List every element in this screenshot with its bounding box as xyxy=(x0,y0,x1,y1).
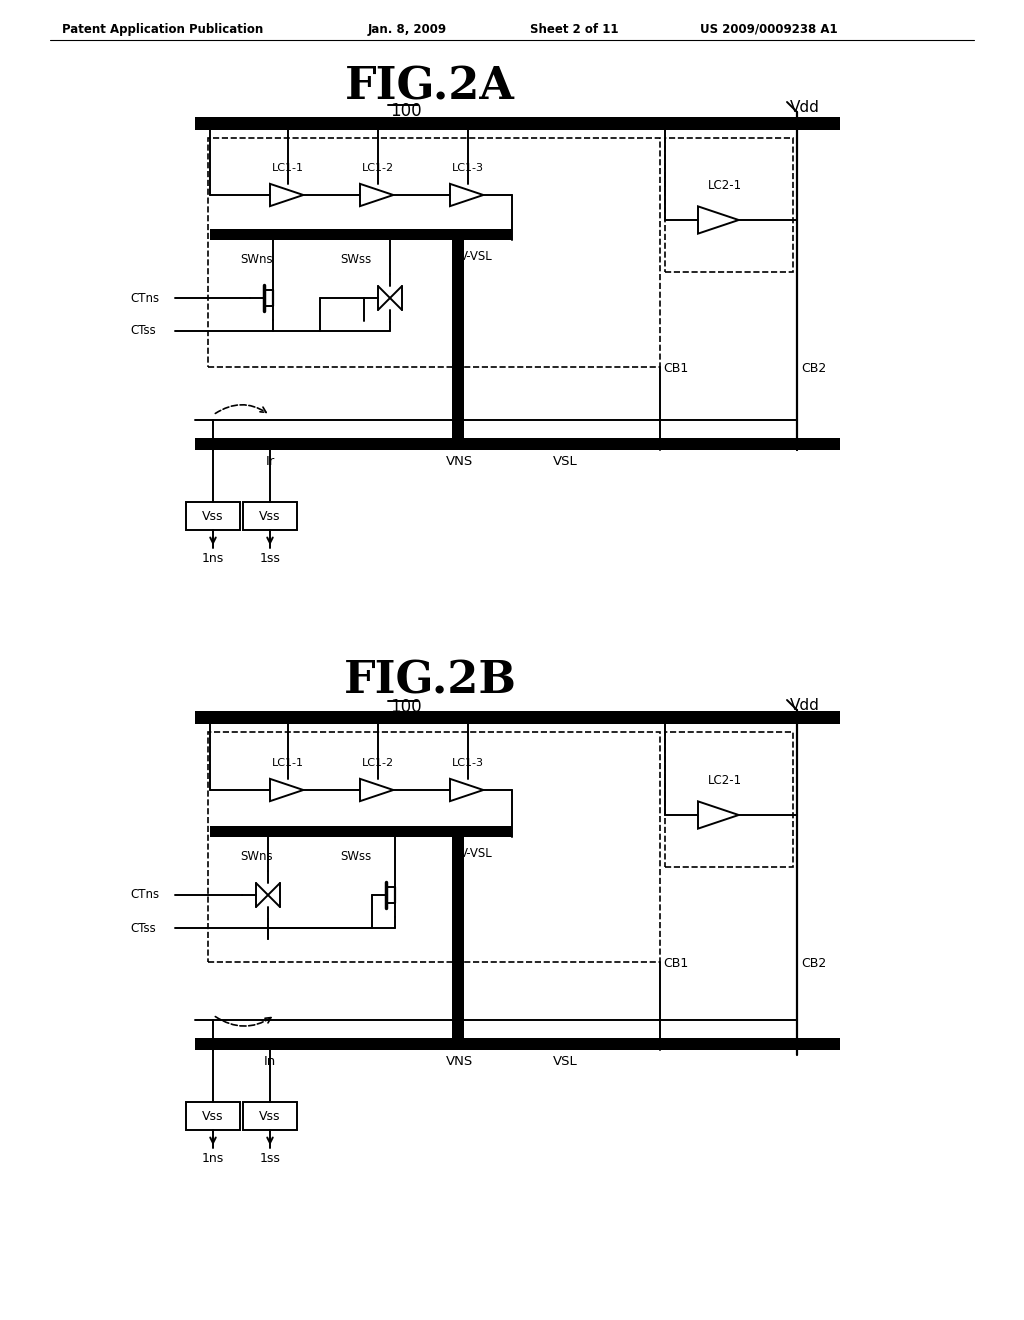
Bar xyxy=(665,733,793,867)
Text: 1ss: 1ss xyxy=(259,552,281,565)
Text: LC1-2: LC1-2 xyxy=(361,162,394,173)
Text: 1ns: 1ns xyxy=(202,552,224,565)
Text: LC1-2: LC1-2 xyxy=(361,758,394,768)
Polygon shape xyxy=(450,779,483,801)
Bar xyxy=(186,502,240,531)
Text: VSL: VSL xyxy=(553,455,578,469)
Text: 100: 100 xyxy=(390,102,422,120)
Text: LC1-3: LC1-3 xyxy=(452,162,484,173)
Polygon shape xyxy=(698,801,738,829)
Polygon shape xyxy=(270,183,303,206)
Text: V-VSL: V-VSL xyxy=(460,847,493,861)
Bar xyxy=(195,711,840,723)
Bar xyxy=(195,438,840,450)
Text: FIG.2A: FIG.2A xyxy=(345,65,515,108)
Text: 1ss: 1ss xyxy=(259,1152,281,1166)
Text: VNS: VNS xyxy=(446,1055,474,1068)
Text: CTns: CTns xyxy=(130,292,159,305)
Polygon shape xyxy=(698,206,738,234)
Bar xyxy=(210,228,512,240)
Bar xyxy=(208,733,660,962)
Text: 100: 100 xyxy=(390,698,422,715)
Bar xyxy=(452,826,464,1049)
Text: Vss: Vss xyxy=(203,510,224,523)
Polygon shape xyxy=(360,779,393,801)
Bar xyxy=(208,139,660,367)
Bar xyxy=(186,1102,240,1130)
Text: SWss: SWss xyxy=(340,253,372,267)
Text: VSL: VSL xyxy=(553,1055,578,1068)
Bar xyxy=(665,139,793,272)
Bar xyxy=(243,502,297,531)
Polygon shape xyxy=(360,183,393,206)
Text: LC2-1: LC2-1 xyxy=(708,180,742,191)
Polygon shape xyxy=(450,183,483,206)
Text: LC1-1: LC1-1 xyxy=(272,162,304,173)
Text: CTss: CTss xyxy=(130,921,156,935)
Bar xyxy=(243,1102,297,1130)
Bar xyxy=(452,228,464,450)
Text: Vss: Vss xyxy=(203,1110,224,1122)
Text: CB1: CB1 xyxy=(663,362,688,375)
Text: SWns: SWns xyxy=(240,850,272,863)
Text: LC2-1: LC2-1 xyxy=(708,774,742,787)
Text: Ir: Ir xyxy=(265,455,274,469)
Text: CB2: CB2 xyxy=(801,362,826,375)
Bar xyxy=(210,826,512,837)
Text: V-VSL: V-VSL xyxy=(460,249,493,263)
Bar xyxy=(195,117,840,129)
Bar xyxy=(195,1038,840,1049)
Text: CTns: CTns xyxy=(130,888,159,902)
Text: Vdd: Vdd xyxy=(790,100,820,115)
Text: Patent Application Publication: Patent Application Publication xyxy=(62,22,263,36)
Text: 1ns: 1ns xyxy=(202,1152,224,1166)
Text: FIG.2B: FIG.2B xyxy=(343,660,516,704)
Text: Vdd: Vdd xyxy=(790,698,820,713)
Text: Vss: Vss xyxy=(259,510,281,523)
Polygon shape xyxy=(270,779,303,801)
Text: Jan. 8, 2009: Jan. 8, 2009 xyxy=(368,22,447,36)
Text: SWss: SWss xyxy=(340,850,372,863)
Text: US 2009/0009238 A1: US 2009/0009238 A1 xyxy=(700,22,838,36)
Text: LC1-1: LC1-1 xyxy=(272,758,304,768)
Text: SWns: SWns xyxy=(240,253,272,267)
Text: VNS: VNS xyxy=(446,455,474,469)
Text: CB2: CB2 xyxy=(801,957,826,970)
Text: CB1: CB1 xyxy=(663,957,688,970)
Text: Vss: Vss xyxy=(259,1110,281,1122)
Text: CTss: CTss xyxy=(130,325,156,338)
Text: Sheet 2 of 11: Sheet 2 of 11 xyxy=(530,22,618,36)
Text: LC1-3: LC1-3 xyxy=(452,758,484,768)
Text: In: In xyxy=(264,1055,276,1068)
